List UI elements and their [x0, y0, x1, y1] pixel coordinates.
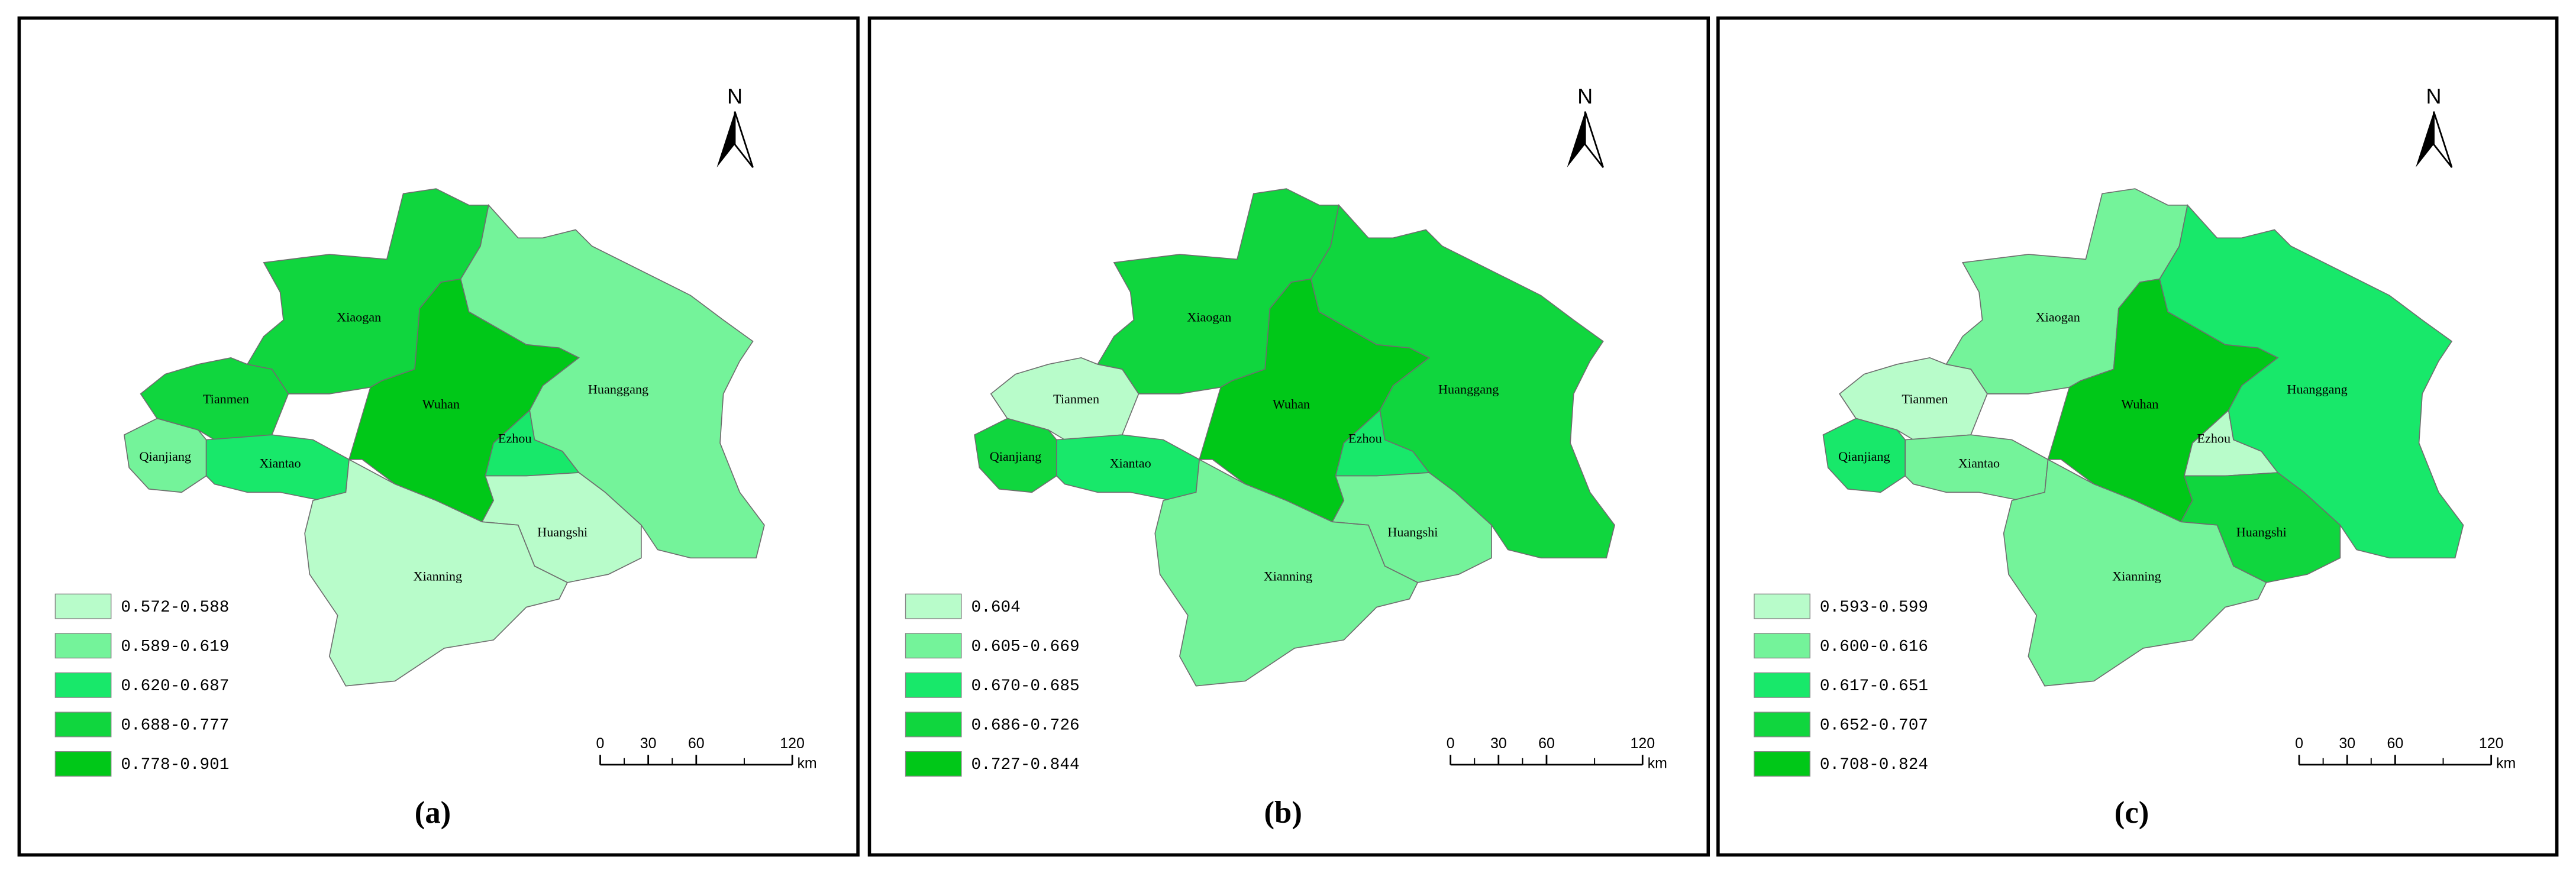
- north-arrow-right: [2433, 111, 2453, 168]
- region-label: Tianmen: [203, 392, 249, 406]
- legend-label: 0.670-0.685: [971, 677, 1080, 696]
- region-label: Xianning: [2112, 569, 2161, 584]
- map-panel: Xiaogan Tianmen Qianjiang Xiantao Wuhan Ezhou…: [1716, 16, 2559, 857]
- legend-swatch: [1754, 751, 1810, 777]
- region: [1154, 458, 1419, 687]
- region-label: Xiaogan: [2036, 309, 2080, 324]
- region-label: Wuhan: [422, 396, 460, 411]
- legend-swatch: [905, 751, 962, 777]
- region: [304, 458, 569, 687]
- north-arrow-left: [1567, 111, 1586, 167]
- legend-swatch: [905, 633, 962, 659]
- region-label: Ezhou: [2197, 431, 2230, 446]
- region-label: Huanggang: [1438, 381, 1499, 396]
- panel-label: (b): [1264, 796, 1302, 830]
- legend-swatch: [54, 712, 112, 738]
- legend-swatch: [1754, 712, 1810, 738]
- legend-label: 0.589-0.619: [121, 638, 229, 656]
- region: [1310, 204, 1616, 559]
- legend-swatch: [54, 751, 112, 777]
- panel-label: (a): [415, 796, 451, 830]
- legend-label: 0.652-0.707: [1820, 717, 1928, 735]
- region-label: Wuhan: [2121, 396, 2158, 411]
- legend-label: 0.617-0.651: [1820, 677, 1928, 696]
- legend-label: 0.708-0.824: [1820, 756, 1928, 774]
- region: [124, 418, 207, 493]
- scale-tick-label: 60: [2387, 735, 2403, 752]
- map-panel: Xiaogan Tianmen Qianjiang Xiantao Wuhan Ezhou…: [867, 16, 1710, 857]
- region-label: Xianning: [414, 569, 463, 584]
- region: [2003, 458, 2267, 687]
- legend-label: 0.688-0.777: [121, 717, 229, 735]
- scale-tick-label: 60: [688, 735, 705, 752]
- legend-label: 0.604: [971, 599, 1021, 617]
- region-label: Qianjiang: [1838, 449, 1890, 464]
- region-label: Huanggang: [588, 381, 648, 396]
- region-label: Tianmen: [1053, 392, 1099, 406]
- scale-unit: km: [1648, 755, 1667, 771]
- region-label: Qianjiang: [990, 449, 1042, 464]
- scale-tick-label: 0: [2295, 735, 2303, 752]
- legend-swatch: [905, 712, 962, 738]
- region-label: Xiaogan: [1187, 309, 1231, 324]
- region-label: Huangshi: [2236, 525, 2287, 539]
- region: [974, 418, 1057, 493]
- north-label: N: [1577, 84, 1593, 108]
- region-label: Tianmen: [1902, 392, 1948, 406]
- scale-tick-label: 120: [2479, 735, 2504, 752]
- legend-swatch: [1754, 593, 1810, 619]
- legend-label: 0.778-0.901: [121, 756, 229, 774]
- region-label: Ezhou: [498, 431, 532, 446]
- scale-tick-label: 30: [1490, 735, 1507, 752]
- region-label: Wuhan: [1273, 396, 1310, 411]
- map-panel: Xiaogan Tianmen Qianjiang Xiantao Wuhan Ezhou…: [17, 16, 860, 857]
- panel-label: (c): [2115, 796, 2149, 830]
- scale-tick-label: 0: [1447, 735, 1455, 752]
- legend-swatch: [1754, 672, 1810, 698]
- legend-label: 0.686-0.726: [971, 717, 1080, 735]
- region-label: Xianning: [1264, 569, 1313, 584]
- region: [460, 204, 765, 559]
- legend-swatch: [54, 672, 112, 698]
- scale-tick-label: 120: [780, 735, 805, 752]
- scale-tick-label: 60: [1538, 735, 1555, 752]
- region-label: Xiaogan: [337, 309, 381, 324]
- region-label: Ezhou: [1348, 431, 1382, 446]
- legend-label: 0.593-0.599: [1820, 599, 1928, 617]
- legend-label: 0.727-0.844: [971, 756, 1080, 774]
- scale-tick-label: 30: [2339, 735, 2355, 752]
- scale-tick-label: 0: [596, 735, 605, 752]
- region-label: Xiantao: [259, 455, 301, 470]
- scale-tick-label: 120: [1630, 735, 1655, 752]
- legend-swatch: [54, 593, 112, 619]
- legend-label: 0.605-0.669: [971, 638, 1080, 656]
- legend-swatch: [54, 633, 112, 659]
- legend-swatch: [905, 672, 962, 698]
- region-label: Xiantao: [1110, 455, 1151, 470]
- north-label: N: [727, 84, 743, 108]
- region-label: Huangshi: [537, 525, 587, 539]
- region-label: Xiantao: [1958, 455, 2000, 470]
- region: [1822, 418, 1906, 493]
- region: [2159, 204, 2464, 559]
- region-label: Huanggang: [2287, 381, 2347, 396]
- region-label: Qianjiang: [140, 449, 192, 464]
- scale-unit: km: [2496, 755, 2516, 771]
- legend-swatch: [1754, 633, 1810, 659]
- legend-label: 0.620-0.687: [121, 677, 229, 696]
- north-label: N: [2426, 84, 2442, 108]
- legend-swatch: [905, 593, 962, 619]
- scale-tick-label: 30: [640, 735, 657, 752]
- legend-label: 0.600-0.616: [1820, 638, 1928, 656]
- region-label: Huangshi: [1387, 525, 1438, 539]
- north-arrow-right: [1584, 111, 1605, 168]
- scale-unit: km: [797, 755, 816, 771]
- legend-label: 0.572-0.588: [121, 599, 229, 617]
- north-arrow-right: [734, 111, 754, 168]
